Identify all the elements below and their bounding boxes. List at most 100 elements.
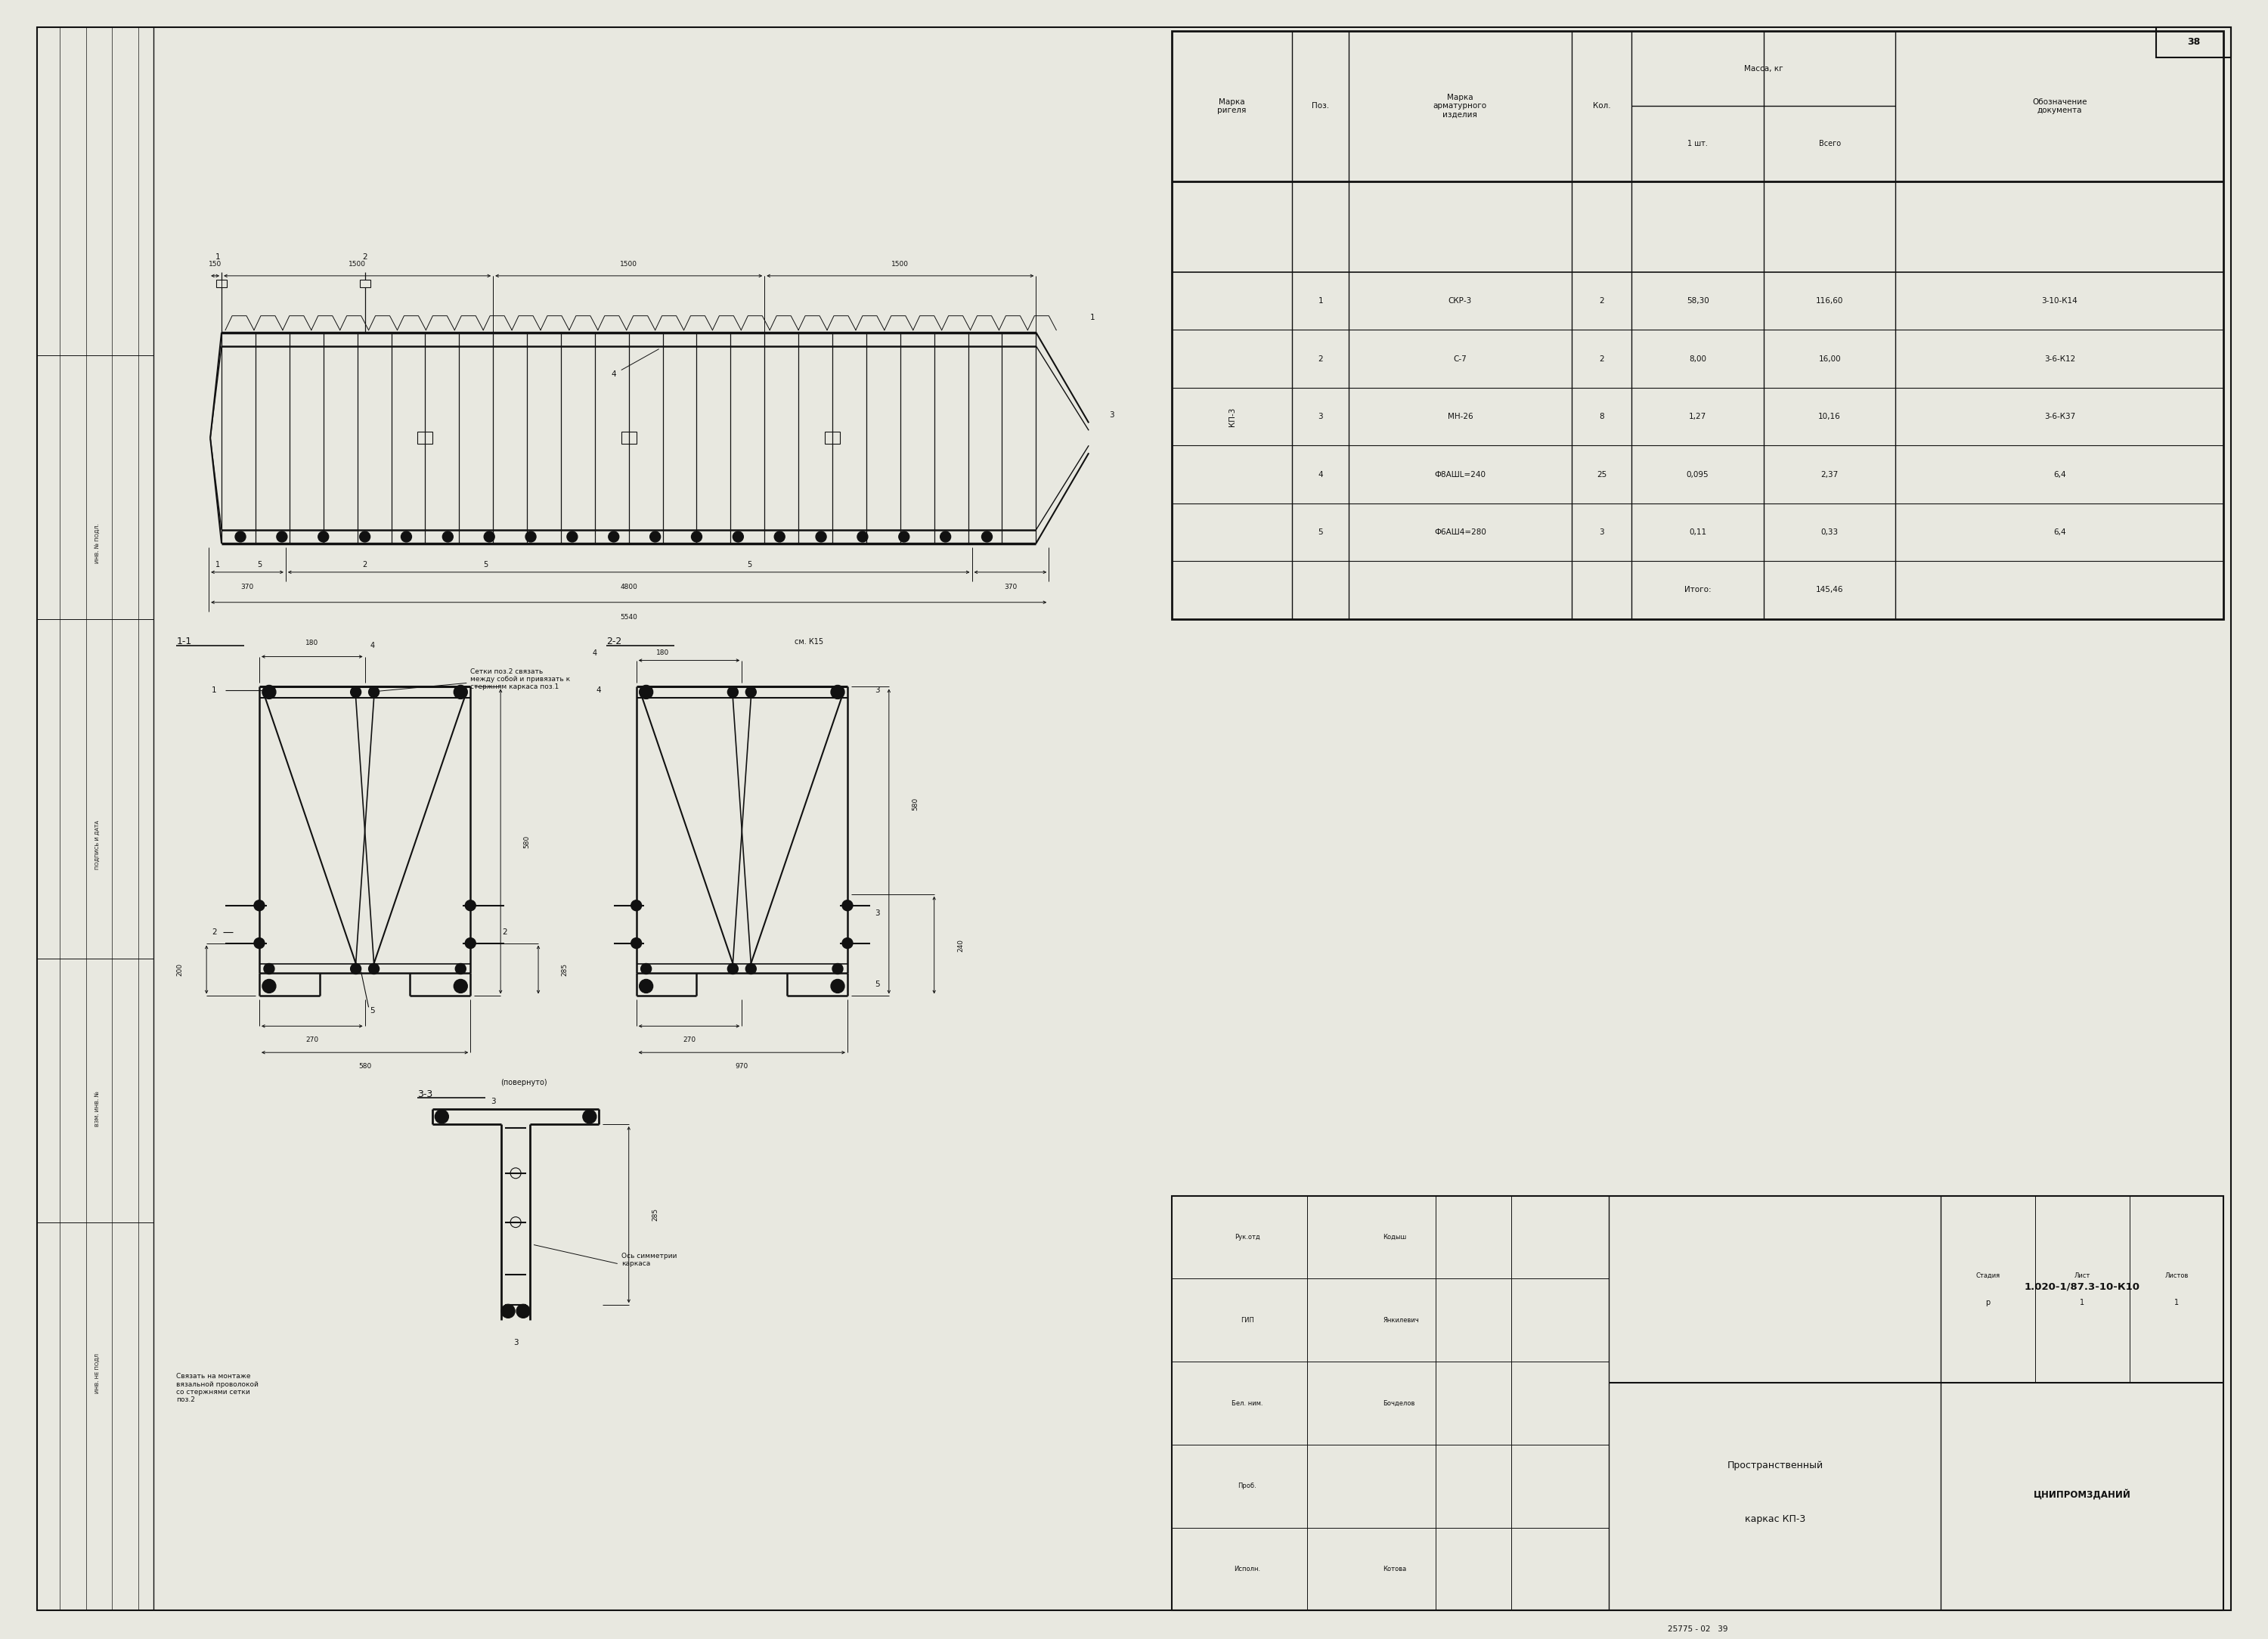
Text: 4: 4 <box>370 641 374 649</box>
Text: Кодыш: Кодыш <box>1383 1234 1406 1241</box>
Text: 285: 285 <box>560 964 567 977</box>
Text: 5540: 5540 <box>619 615 637 621</box>
Text: 180: 180 <box>655 649 669 656</box>
Circle shape <box>361 531 370 543</box>
Text: 1500: 1500 <box>619 261 637 267</box>
Text: 1500: 1500 <box>349 261 365 267</box>
Text: 1: 1 <box>2080 1298 2084 1306</box>
Text: 4: 4 <box>1318 470 1322 479</box>
Text: 3: 3 <box>490 1098 494 1105</box>
Text: Исполн.: Исполн. <box>1234 1565 1261 1572</box>
Text: 3: 3 <box>1599 528 1603 536</box>
Circle shape <box>773 531 785 543</box>
Text: ГИП: ГИП <box>1241 1316 1254 1324</box>
Text: Лист: Лист <box>2075 1272 2091 1278</box>
Circle shape <box>277 531 288 543</box>
Circle shape <box>898 531 909 543</box>
Text: 10,16: 10,16 <box>1819 413 1842 420</box>
Circle shape <box>517 1305 531 1318</box>
Text: 2: 2 <box>363 561 367 569</box>
Text: 370: 370 <box>240 583 254 590</box>
Circle shape <box>254 938 265 949</box>
Text: 2: 2 <box>1318 356 1322 362</box>
Circle shape <box>816 531 826 543</box>
Circle shape <box>857 531 869 543</box>
Bar <box>1173 31 2223 620</box>
Circle shape <box>733 531 744 543</box>
Circle shape <box>263 685 277 698</box>
Text: 2: 2 <box>1599 356 1603 362</box>
Circle shape <box>830 980 844 993</box>
Text: Масса, кг: Масса, кг <box>1744 64 1783 72</box>
Text: 38: 38 <box>2186 38 2200 48</box>
Circle shape <box>746 964 755 974</box>
Text: 4: 4 <box>610 370 617 377</box>
Circle shape <box>254 900 265 911</box>
Circle shape <box>454 980 467 993</box>
Circle shape <box>640 685 653 698</box>
Text: 3: 3 <box>513 1339 517 1347</box>
Bar <box>621 433 637 444</box>
Text: 240: 240 <box>957 939 964 952</box>
Circle shape <box>746 687 755 697</box>
Text: 25775 - 02   39: 25775 - 02 39 <box>1667 1626 1728 1632</box>
Text: 270: 270 <box>306 1036 318 1042</box>
Text: Сетки поз.2 связать
между собой и привязать к
стержням каркаса поз.1: Сетки поз.2 связать между собой и привяз… <box>469 669 569 690</box>
Circle shape <box>728 687 737 697</box>
Text: Связать на монтаже
вязальной проволокой
со стержнями сетки
поз.2: Связать на монтаже вязальной проволокой … <box>177 1373 259 1403</box>
Text: 6,4: 6,4 <box>2053 470 2066 479</box>
Circle shape <box>830 685 844 698</box>
Circle shape <box>456 964 465 974</box>
Text: Бел. ним.: Бел. ним. <box>1232 1400 1263 1406</box>
Text: 25: 25 <box>1597 470 1606 479</box>
Text: 1: 1 <box>211 687 215 695</box>
Text: 200: 200 <box>177 964 184 977</box>
Circle shape <box>352 687 361 697</box>
Text: 0,095: 0,095 <box>1687 470 1708 479</box>
Circle shape <box>236 531 245 543</box>
Circle shape <box>401 531 411 543</box>
Text: 5: 5 <box>370 1008 374 1015</box>
Circle shape <box>567 531 578 543</box>
Circle shape <box>454 685 467 698</box>
Text: ВЗМ. ИНВ. №: ВЗМ. ИНВ. № <box>95 1092 100 1126</box>
Text: СКР-3: СКР-3 <box>1449 297 1472 305</box>
Text: 970: 970 <box>735 1062 748 1070</box>
Bar <box>826 433 839 444</box>
Text: (повернуто): (повернуто) <box>501 1078 547 1087</box>
Text: 3: 3 <box>1318 413 1322 420</box>
Text: Поз.: Поз. <box>1311 102 1329 110</box>
Circle shape <box>841 938 853 949</box>
Circle shape <box>651 531 660 543</box>
Text: 4: 4 <box>592 649 596 657</box>
Text: 0,11: 0,11 <box>1690 528 1706 536</box>
Text: Янкилевич: Янкилевич <box>1383 1316 1420 1324</box>
Text: см. К15: см. К15 <box>794 638 823 646</box>
Text: 145,46: 145,46 <box>1817 587 1844 593</box>
Circle shape <box>263 964 274 974</box>
Circle shape <box>941 531 950 543</box>
Text: Ф8АШL=240: Ф8АШL=240 <box>1433 470 1486 479</box>
Bar <box>2157 26 2232 57</box>
Text: Итого:: Итого: <box>1685 587 1710 593</box>
Text: 8,00: 8,00 <box>1690 356 1706 362</box>
Text: 1: 1 <box>2175 1298 2180 1306</box>
Text: 16,00: 16,00 <box>1819 356 1842 362</box>
Text: ИНВ. НЕ ПОДЛ: ИНВ. НЕ ПОДЛ <box>95 1352 100 1393</box>
Text: 1: 1 <box>215 252 220 261</box>
Text: 8: 8 <box>1599 413 1603 420</box>
Text: 1: 1 <box>1091 313 1095 321</box>
Circle shape <box>318 531 329 543</box>
Text: 5: 5 <box>256 561 261 569</box>
Circle shape <box>465 938 476 949</box>
Text: каркас КП-3: каркас КП-3 <box>1744 1514 1805 1524</box>
Text: Ф6АШ4=280: Ф6АШ4=280 <box>1433 528 1486 536</box>
Circle shape <box>642 964 651 974</box>
Text: С-7: С-7 <box>1454 356 1467 362</box>
Circle shape <box>370 964 379 974</box>
Text: 0,33: 0,33 <box>1821 528 1839 536</box>
Text: 4800: 4800 <box>619 583 637 590</box>
Text: 2-2: 2-2 <box>606 636 621 646</box>
Text: 2: 2 <box>1599 297 1603 305</box>
Text: 58,30: 58,30 <box>1687 297 1708 305</box>
